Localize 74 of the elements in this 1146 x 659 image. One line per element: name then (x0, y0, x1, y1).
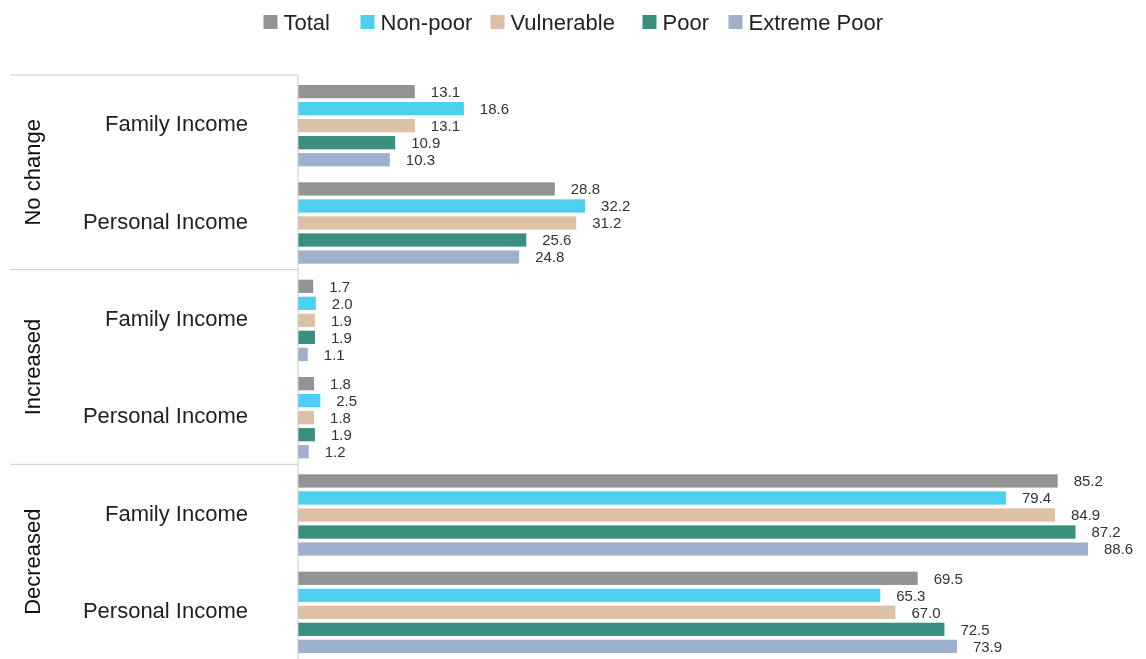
data-label: 10.3 (405, 150, 436, 168)
bar (298, 199, 586, 213)
legend-label: Non-poor (380, 9, 473, 35)
data-label: 13.1 (430, 116, 461, 134)
y-tick-label: Family Income (104, 111, 248, 137)
bar (298, 474, 1058, 488)
legend-label: Extreme Poor (748, 9, 883, 35)
data-label: 1.7 (329, 277, 351, 295)
bar (298, 279, 314, 293)
data-label: 18.6 (479, 99, 510, 117)
data-label: 1.9 (330, 425, 352, 443)
bar (298, 119, 415, 133)
data-label: 1.8 (330, 408, 351, 426)
data-label: 24.8 (535, 248, 565, 266)
bar (298, 347, 308, 361)
data-label: 1.8 (330, 374, 351, 392)
bar (298, 313, 315, 327)
data-label: 32.2 (601, 197, 631, 215)
bar (298, 85, 415, 99)
data-label: 88.6 (1104, 540, 1134, 558)
text: Increased (19, 318, 45, 416)
data-label: 28.8 (570, 180, 600, 198)
bar (298, 445, 309, 459)
data-label: 31.2 (592, 214, 622, 232)
data-label: 2.0 (331, 294, 353, 312)
bar (298, 571, 918, 585)
data-label: 10.9 (411, 133, 441, 151)
text: No change (19, 119, 45, 226)
bar (298, 525, 1076, 539)
data-label: 73.9 (972, 637, 1003, 655)
data-label: 1.9 (330, 311, 352, 329)
bar (298, 182, 555, 196)
bar (298, 136, 396, 150)
data-label: 2.5 (336, 391, 358, 409)
bar (298, 605, 896, 619)
data-label: 87.2 (1091, 523, 1121, 541)
bar (298, 428, 315, 442)
legend-label: Total (283, 9, 330, 35)
text: Decreased (19, 508, 45, 615)
data-label: 79.4 (1021, 489, 1052, 507)
bar (298, 377, 315, 391)
bar (298, 639, 957, 653)
legend-label: Poor (662, 9, 709, 35)
bar (298, 216, 577, 230)
bar (298, 233, 527, 247)
data-label: 1.9 (330, 328, 352, 346)
bar (298, 296, 316, 310)
y-tick-label: Personal Income (82, 208, 248, 234)
y-tick-label: Personal Income (82, 403, 248, 429)
data-label: 69.5 (933, 569, 963, 587)
data-label: 85.2 (1073, 472, 1103, 490)
data-label: 67.0 (911, 603, 941, 621)
data-label: 65.3 (896, 586, 926, 604)
bar (298, 394, 321, 408)
bar (298, 153, 390, 167)
data-label: 13.1 (430, 82, 461, 100)
data-label: 1.2 (324, 442, 346, 460)
y-tick-label: Family Income (104, 500, 248, 526)
bar (298, 508, 1056, 522)
bar (298, 542, 1088, 556)
legend-label: Vulnerable (510, 9, 615, 35)
data-label: 25.6 (542, 231, 572, 249)
bar (298, 588, 881, 602)
data-label: 84.9 (1071, 506, 1101, 524)
bar (298, 491, 1006, 505)
bar (298, 411, 315, 425)
y-tick-label: Family Income (104, 306, 248, 332)
data-label: 1.1 (323, 345, 345, 363)
bar (298, 330, 315, 344)
bar (298, 250, 520, 264)
data-label: 72.5 (960, 620, 990, 638)
bar (298, 102, 464, 116)
y-tick-label: Personal Income (82, 598, 248, 624)
bar (298, 622, 945, 636)
